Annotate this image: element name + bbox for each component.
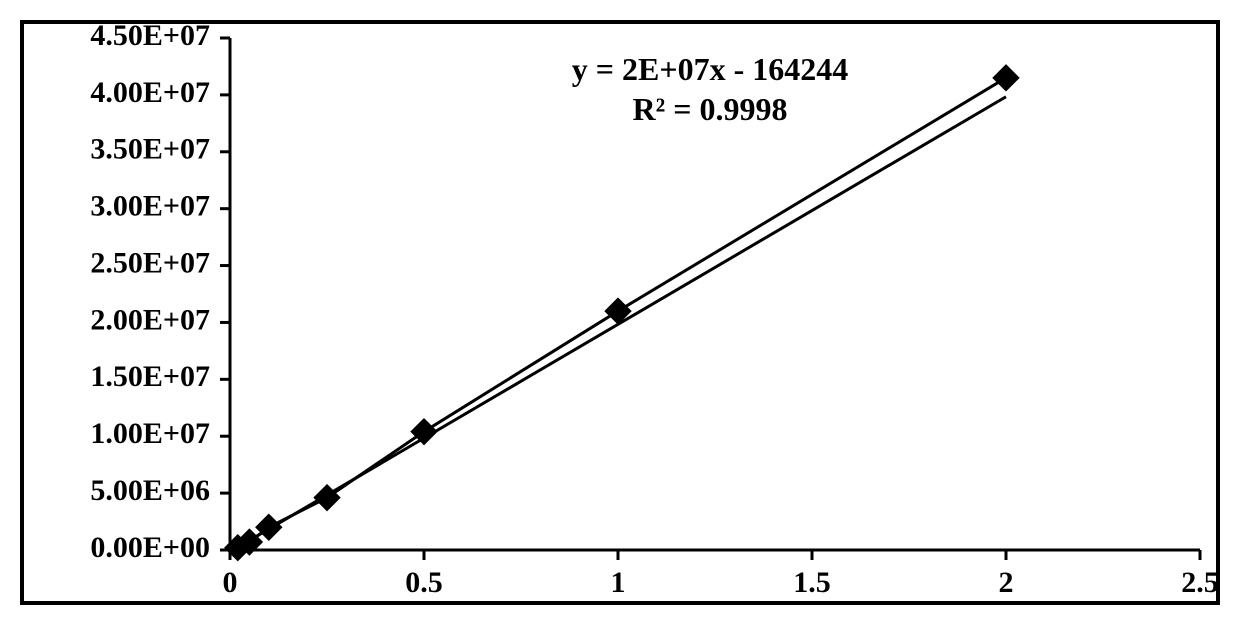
- y-tick-label: 2.00E+07: [90, 303, 210, 336]
- linear-regression-chart: 0.00E+00 5.00E+06 1.00E+07 1.50E+07 2.00E+07…: [20, 20, 1220, 605]
- x-tick-label: 2: [999, 566, 1014, 599]
- x-tick-label: 2.5: [1181, 566, 1219, 599]
- equation-line1: y = 2E+07x - 164244: [572, 51, 848, 87]
- y-tick-label: 0.00E+00: [90, 531, 210, 564]
- x-tick-label: 0.5: [405, 566, 443, 599]
- y-tick-label: 1.00E+07: [90, 417, 210, 450]
- y-tick-label: 4.50E+07: [90, 20, 210, 52]
- x-tick-label: 0: [223, 566, 238, 599]
- equation-line2: R² = 0.9998: [633, 91, 788, 127]
- x-tick-label: 1: [611, 566, 626, 599]
- x-tick-label: 1.5: [793, 566, 831, 599]
- y-tick-label: 3.00E+07: [90, 190, 210, 223]
- y-tick-label: 4.00E+07: [90, 76, 210, 109]
- y-tick-label: 2.50E+07: [90, 246, 210, 279]
- y-tick-label: 3.50E+07: [90, 133, 210, 166]
- y-tick-label: 1.50E+07: [90, 360, 210, 393]
- y-tick-label: 5.00E+06: [90, 474, 210, 507]
- chart-container: 0.00E+00 5.00E+06 1.00E+07 1.50E+07 2.00E+07…: [20, 20, 1220, 605]
